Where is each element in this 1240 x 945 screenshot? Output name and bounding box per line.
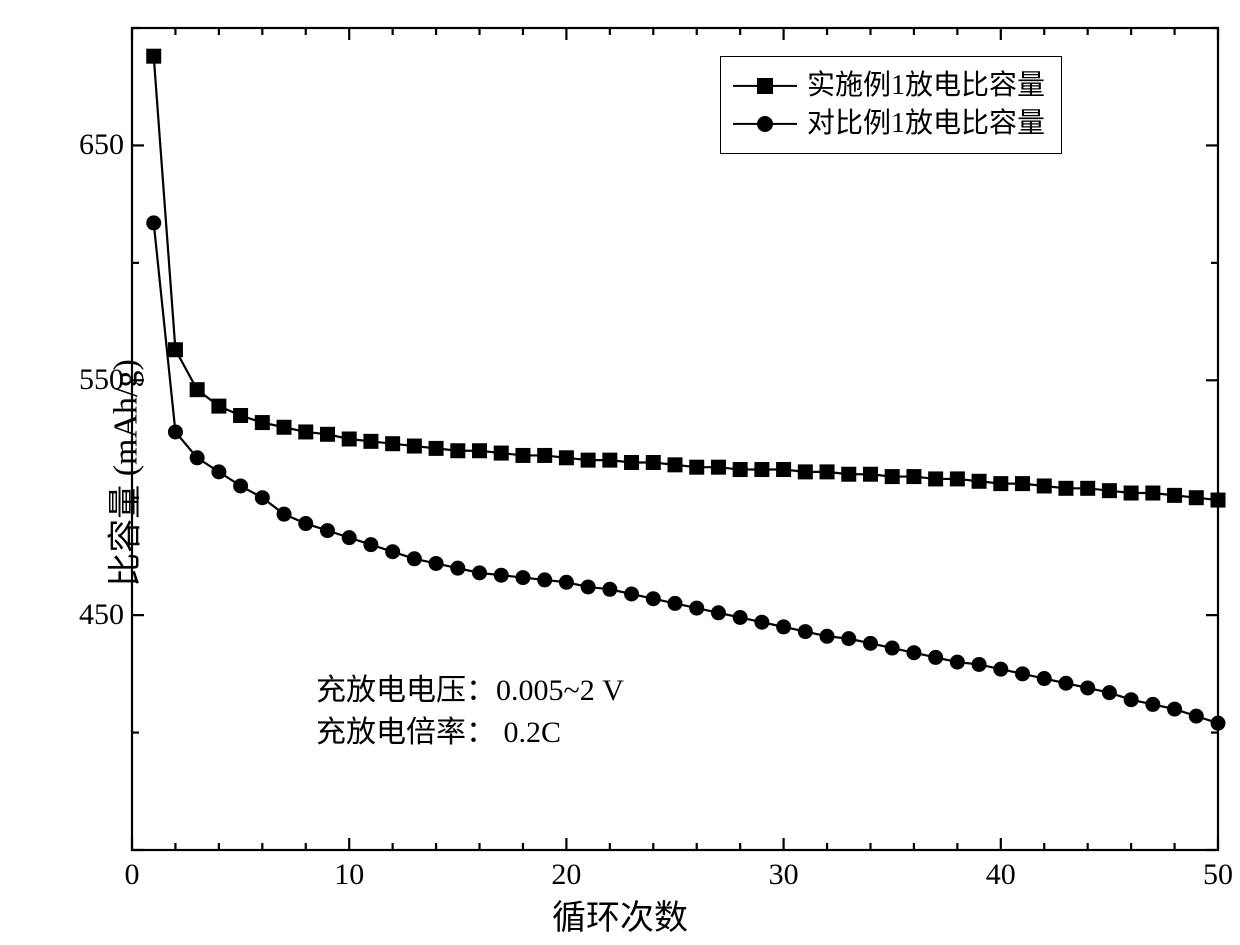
annotation-voltage: 充放电电压：0.005~2 V bbox=[316, 670, 624, 712]
circle-icon bbox=[757, 116, 773, 132]
legend-swatch-circle bbox=[733, 114, 797, 134]
x-tick-label: 20 bbox=[551, 858, 581, 892]
x-tick-label: 50 bbox=[1203, 858, 1233, 892]
y-tick-label: 650 bbox=[64, 128, 124, 162]
chart-container: 比容量 (mAh/g) 循环次数 01020304050 450550650 充… bbox=[0, 0, 1240, 945]
legend-label-1: 对比例1放电比容量 bbox=[807, 105, 1045, 143]
legend-item-1: 对比例1放电比容量 bbox=[733, 105, 1045, 143]
x-tick-label: 40 bbox=[986, 858, 1016, 892]
annotation-rate: 充放电倍率： 0.2C bbox=[316, 712, 561, 754]
y-tick-label: 450 bbox=[64, 598, 124, 632]
legend-label-0: 实施例1放电比容量 bbox=[807, 67, 1045, 105]
x-tick-label: 30 bbox=[769, 858, 799, 892]
x-axis-label: 循环次数 bbox=[0, 890, 1240, 939]
legend-swatch-square bbox=[733, 76, 797, 96]
y-tick-label: 550 bbox=[64, 363, 124, 397]
x-tick-label: 10 bbox=[334, 858, 364, 892]
square-icon bbox=[757, 78, 773, 94]
x-tick-label: 0 bbox=[125, 858, 140, 892]
legend-item-0: 实施例1放电比容量 bbox=[733, 67, 1045, 105]
legend: 实施例1放电比容量 对比例1放电比容量 bbox=[720, 56, 1062, 154]
